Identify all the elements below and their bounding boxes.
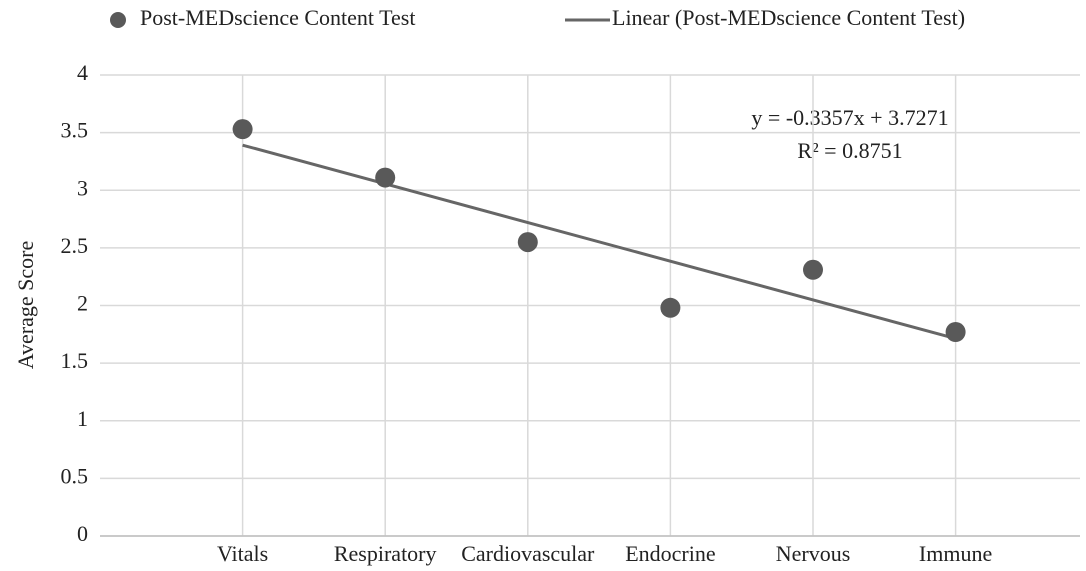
point — [803, 259, 823, 280]
point — [375, 167, 396, 188]
x-tick-label: Endocrine — [625, 541, 715, 566]
x-tick-label: Nervous — [776, 541, 851, 566]
point — [945, 322, 966, 343]
y-tick-label: 3.5 — [61, 118, 89, 143]
y-tick-label: 1.5 — [61, 348, 89, 373]
point — [517, 232, 538, 253]
y-tick-label: 2 — [77, 291, 88, 316]
legend-label: Post-MEDscience Content Test — [140, 5, 415, 30]
legend-label: Linear (Post-MEDscience Content Test) — [612, 5, 965, 30]
y-tick-label: 4 — [77, 60, 88, 85]
y-tick-label: 3 — [77, 175, 88, 200]
legend-marker — [110, 12, 126, 28]
x-tick-label: Cardiovascular — [461, 541, 595, 566]
y-tick-label: 0.5 — [61, 463, 89, 488]
trend-equation: y = -0.3357x + 3.7271 — [751, 105, 948, 130]
x-tick-label: Vitals — [217, 541, 268, 566]
point — [232, 119, 253, 140]
y-tick-label: 0 — [77, 521, 88, 546]
trend-r2: R² = 0.8751 — [797, 138, 902, 163]
y-tick-label: 2.5 — [61, 233, 89, 258]
y-tick-label: 1 — [77, 406, 88, 431]
x-tick-label: Immune — [919, 541, 992, 566]
trendline — [242, 143, 956, 341]
x-tick-label: Respiratory — [334, 541, 437, 566]
y-axis-label: Average Score — [13, 241, 38, 369]
point — [660, 297, 681, 318]
